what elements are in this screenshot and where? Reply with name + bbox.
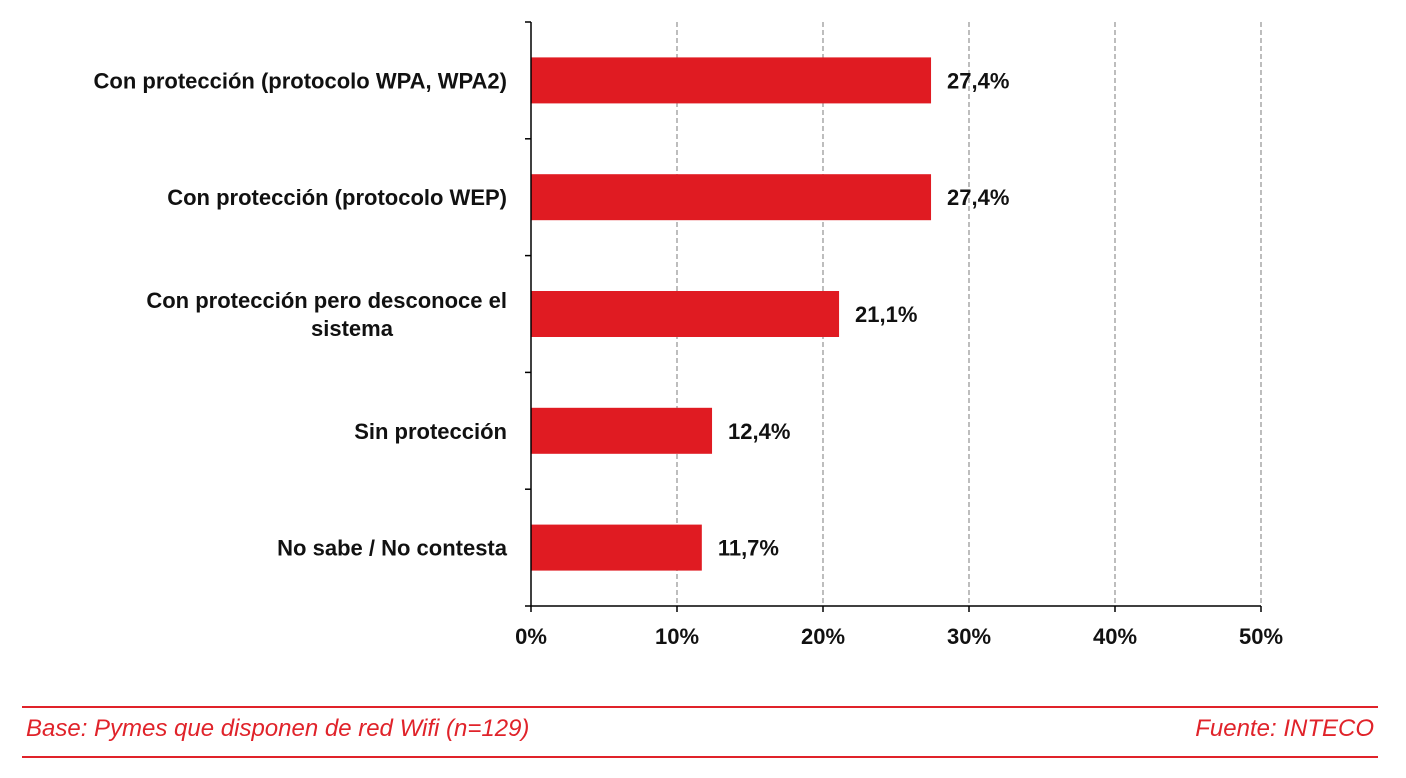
category-label: Con protección (protocolo WPA, WPA2) [94,68,508,93]
x-tick-label: 20% [801,624,845,649]
footer-top-rule [22,706,1378,708]
category-label: Con protección (protocolo WEP) [167,185,507,210]
footer-bottom-rule [22,756,1378,758]
data-label: 11,7% [718,536,779,561]
x-tick-label: 40% [1093,624,1137,649]
bar [531,174,932,221]
data-label: 27,4% [947,185,1009,210]
category-label: Sin protección [354,419,507,444]
x-tick-label: 0% [515,624,547,649]
footer-source-note: Fuente: INTECO [1195,715,1374,742]
data-label: 12,4% [728,419,790,444]
x-tick-label: 50% [1239,624,1283,649]
data-label: 27,4% [947,68,1009,93]
x-tick-label: 10% [655,624,699,649]
bar [531,57,932,104]
bar-chart: 27,4% Con protección (protocolo WPA, WPA2… [94,21,1283,649]
bar [531,524,702,571]
data-label: 21,1% [855,302,917,327]
bar [531,291,840,337]
category-label: No sabe / No contesta [277,536,508,561]
chart-area: 27,4% Con protección (protocolo WPA, WPA2… [94,21,1283,649]
x-tick-label: 30% [947,624,991,649]
footer-base-note: Base: Pymes que disponen de red Wifi (n=… [26,715,530,742]
bar [531,407,713,454]
category-label: Con protección pero desconoce el sistema [146,288,507,341]
